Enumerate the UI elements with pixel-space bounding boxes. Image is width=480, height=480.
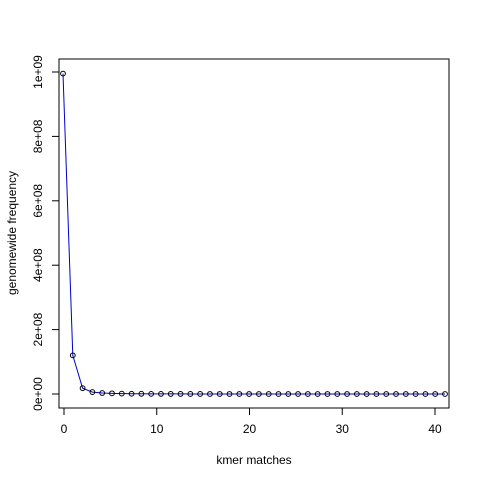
x-tick-label: 20	[243, 422, 257, 436]
data-point	[432, 391, 439, 397]
data-point	[167, 391, 174, 397]
x-tick-label: 40	[428, 422, 442, 436]
data-point	[383, 391, 390, 397]
data-point	[60, 70, 66, 77]
data-point	[79, 385, 86, 392]
data-point	[324, 391, 331, 397]
x-axis-label: kmer matches	[216, 453, 291, 467]
y-tick-label: 6e+08	[31, 184, 45, 218]
data-point	[265, 391, 272, 397]
plot-box	[58, 58, 450, 409]
series-line	[62, 73, 445, 395]
data-point	[363, 391, 370, 397]
data-point	[304, 391, 311, 397]
x-axis: 0 10 20 30 40	[61, 408, 442, 436]
data-point	[158, 391, 164, 397]
data-point	[187, 391, 194, 397]
data-point	[99, 390, 106, 396]
data-point	[344, 391, 350, 397]
x-tick-label: 30	[336, 422, 350, 436]
data-point	[207, 391, 213, 397]
y-tick-label: 1e+09	[31, 55, 45, 89]
data-point	[334, 391, 341, 397]
y-tick-label: 4e+08	[31, 248, 45, 282]
data-point	[255, 391, 262, 397]
data-point	[148, 390, 155, 397]
data-point	[275, 391, 282, 397]
data-point	[118, 390, 125, 397]
x-tick-label: 10	[150, 422, 164, 436]
data-point	[246, 391, 253, 397]
data-point	[89, 389, 96, 395]
data-point	[216, 391, 223, 397]
x-tick-label: 0	[61, 422, 68, 436]
data-point	[295, 391, 301, 397]
y-tick-label: 0e+00	[31, 377, 45, 411]
data-point	[226, 391, 233, 397]
y-axis: 0e+00 2e+08 4e+08 6e+08 8e+08 1e+09	[31, 55, 59, 411]
y-axis-label: genomewide frequency	[5, 171, 19, 295]
data-point	[109, 390, 115, 397]
data-point	[177, 391, 184, 397]
data-point	[373, 391, 380, 397]
data-point	[69, 352, 76, 359]
data-point	[402, 391, 409, 397]
data-point	[314, 391, 321, 397]
data-point	[285, 391, 292, 397]
y-tick-label: 8e+08	[31, 119, 45, 153]
series-points	[60, 70, 448, 397]
y-tick-label: 2e+08	[31, 312, 45, 346]
data-point	[412, 391, 419, 397]
data-point	[128, 390, 135, 397]
data-point	[442, 391, 448, 397]
data-point	[393, 391, 399, 397]
data-point	[197, 391, 204, 397]
data-point	[138, 390, 145, 397]
data-point	[353, 391, 360, 397]
data-point	[236, 391, 243, 397]
data-point	[422, 391, 429, 397]
